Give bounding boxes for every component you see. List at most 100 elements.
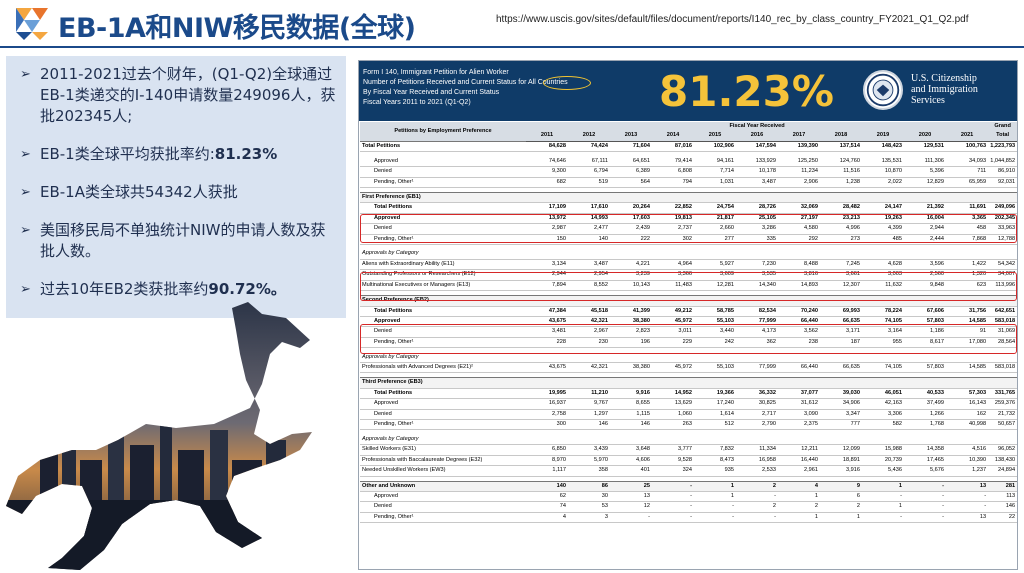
table-cell: 140: [568, 234, 610, 245]
table-cell: 9,767: [568, 398, 610, 410]
table-row: Denied 2,987 2,477 2,439 2,737 2,660 3,286 4,58…: [360, 223, 1017, 235]
page-title: EB-1A和NIW移民数据(全球): [58, 13, 416, 44]
row-label: Denied: [360, 501, 526, 513]
table-cell: [652, 377, 694, 389]
table-cell: 8,655: [610, 398, 652, 410]
grand-total-cell: [988, 352, 1017, 364]
row-label: Approved: [360, 398, 526, 410]
table-cell: [736, 191, 778, 204]
table-cell: 84,628: [526, 140, 568, 153]
grand-total-cell: 54,342: [988, 259, 1017, 271]
table-cell: [694, 377, 736, 389]
table-cell: [652, 434, 694, 446]
table-cell: [904, 377, 946, 389]
grand-total-cell: 138,430: [988, 455, 1017, 467]
table-cell: 324: [652, 465, 694, 477]
grand-total-cell: [988, 249, 1017, 260]
table-cell: 57,803: [904, 362, 946, 374]
table-cell: 3,365: [946, 213, 989, 225]
table-cell: 229: [652, 337, 694, 349]
grand-total-cell: 50,657: [988, 419, 1017, 431]
table-cell: 55,103: [694, 316, 736, 328]
table-cell: 2: [736, 501, 778, 513]
table-cell: 36,332: [736, 388, 778, 400]
table-cell: 77,999: [736, 362, 778, 374]
table-cell: 15,988: [862, 444, 904, 456]
table-cell: 12,307: [820, 280, 862, 292]
table-cell: 2,533: [736, 465, 778, 477]
grand-total-cell: [988, 191, 1017, 204]
table-cell: 14,585: [946, 362, 989, 374]
row-label: Professionals with Baccalaureate Degrees…: [360, 455, 526, 467]
table-cell: 66,635: [820, 316, 862, 328]
table-cell: 139,390: [778, 140, 820, 153]
table-cell: 14,340: [736, 280, 778, 292]
bullet-text: 美国移民局不单独统计NIW的申请人数及获批人数。: [40, 221, 326, 260]
table-cell: 11,691: [946, 202, 989, 214]
table-cell: 3,090: [778, 409, 820, 421]
table-cell: 38,380: [610, 362, 652, 374]
row-label: Approved: [360, 156, 526, 168]
table-cell: 129,531: [904, 140, 946, 153]
year-header: 2012: [568, 131, 610, 142]
table-cell: 263: [652, 419, 694, 431]
table-cell: 3,816: [778, 269, 820, 281]
table-cell: 49,212: [652, 306, 694, 317]
table-cell: 11,210: [568, 388, 610, 400]
table-row: Total Petitions 84,628 74,424 71,604 87,016 1…: [360, 140, 1017, 153]
table-cell: 362: [736, 337, 778, 349]
grand-total-cell: 113,996: [988, 280, 1017, 292]
report-title-line: Form I 140, Immigrant Petition for Alien…: [363, 69, 509, 76]
table-cell: [904, 352, 946, 364]
grand-total-cell: 24,894: [988, 465, 1017, 477]
table-cell: 6,389: [610, 166, 652, 178]
table-cell: 66,440: [778, 362, 820, 374]
table-cell: 3,439: [568, 444, 610, 456]
row-label: Approved: [360, 491, 526, 503]
year-header: 2015: [694, 131, 736, 142]
table-cell: 11,632: [862, 280, 904, 292]
brand-logo: [16, 8, 48, 40]
table-row: Total Petitions 19,995 11,210 9,916 14,952 19…: [360, 388, 1017, 400]
table-cell: 102,906: [694, 140, 736, 153]
approval-rate-callout: 81.23%: [659, 67, 834, 116]
bullet-item: ➢ EB-1A类全球共54342人获批: [20, 182, 338, 203]
table-cell: 30: [568, 491, 610, 503]
table-cell: -: [652, 480, 694, 493]
row-label: Multinational Executives or Managers (E1…: [360, 280, 526, 292]
table-cell: 57,303: [946, 388, 989, 400]
table-cell: [946, 434, 989, 446]
table-cell: 3,171: [820, 326, 862, 338]
row-label: Denied: [360, 409, 526, 421]
table-cell: 19,366: [694, 388, 736, 400]
table-cell: 2,906: [778, 177, 820, 188]
row-label: Pending, Other¹: [360, 234, 526, 245]
table-cell: [904, 191, 946, 204]
arrow-bullet-icon: ➢: [20, 282, 31, 297]
table-cell: 10,870: [862, 166, 904, 178]
table-cell: 512: [694, 419, 736, 431]
table-cell: 42,321: [568, 362, 610, 374]
table-cell: 86: [568, 480, 610, 493]
table-cell: 4,516: [946, 444, 989, 456]
table-cell: [526, 295, 568, 307]
table-cell: 3,596: [904, 259, 946, 271]
table-cell: [526, 249, 568, 260]
table-cell: 58,785: [694, 306, 736, 317]
row-label: Approvals by Category: [360, 249, 526, 260]
table-cell: 94,161: [694, 156, 736, 168]
table-cell: 777: [820, 419, 862, 431]
table-cell: -: [904, 480, 946, 493]
table-row: Pending, Other¹ 682 519 564 794 1,031 3,487 2,9…: [360, 177, 1017, 188]
grand-total-cell: 113: [988, 491, 1017, 503]
table-cell: 124,760: [820, 156, 862, 168]
table-cell: 2,987: [526, 223, 568, 235]
table-cell: 2,944: [904, 223, 946, 235]
table-cell: 3,366: [652, 269, 694, 281]
table-cell: [820, 434, 862, 446]
row-label: Denied: [360, 166, 526, 178]
grand-total-cell: 331,765: [988, 388, 1017, 400]
table-cell: 67,606: [904, 306, 946, 317]
table-cell: 16,143: [946, 398, 989, 410]
year-header: 2014: [652, 131, 694, 142]
